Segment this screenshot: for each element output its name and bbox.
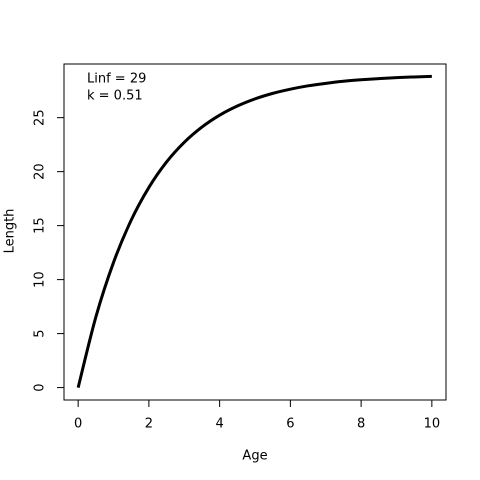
x-tick-label: 8 <box>357 417 365 432</box>
annotation: Linf = 29 <box>87 72 146 87</box>
y-tick-label: 20 <box>33 163 48 180</box>
y-tick-label: 25 <box>33 109 48 126</box>
y-tick-label: 15 <box>33 217 48 234</box>
growth-curve <box>76 74 432 388</box>
x-tick-label: 2 <box>145 417 153 432</box>
y-axis-title: Length <box>3 209 18 254</box>
x-axis-title: Age <box>242 449 267 464</box>
x-tick-label: 6 <box>286 417 294 432</box>
x-tick-label: 0 <box>74 417 82 432</box>
x-tick-label: 4 <box>215 417 223 432</box>
plot-box <box>63 63 447 401</box>
y-tick-label: 0 <box>33 383 48 391</box>
annotation: k = 0.51 <box>87 89 143 104</box>
y-tick-label: 10 <box>33 271 48 288</box>
x-tick-label: 10 <box>424 417 441 432</box>
y-tick-label: 5 <box>33 329 48 337</box>
